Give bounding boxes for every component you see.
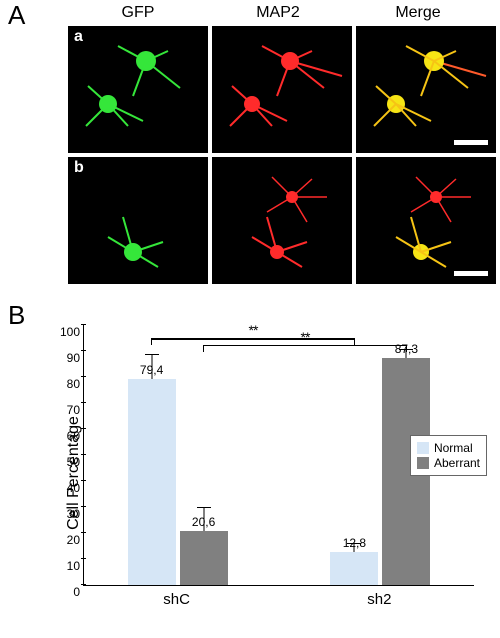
- significance-tick: [406, 345, 408, 352]
- legend-label-normal: Normal: [434, 441, 473, 455]
- sublabel-a: a: [74, 28, 83, 46]
- y-tick-label: 50: [67, 455, 80, 469]
- x-tick-shc: shC: [163, 591, 190, 608]
- col-header-merge: Merge: [348, 4, 488, 22]
- neuron-icon: [68, 157, 208, 284]
- panel-b-label: B: [8, 300, 25, 331]
- error-bar: [151, 355, 152, 378]
- y-tick-label: 30: [67, 507, 80, 521]
- neuron-icon: [212, 26, 352, 153]
- y-ticks: 0102030405060708090100: [45, 325, 83, 585]
- bar-sh2-normal: 12,8: [330, 552, 378, 585]
- legend-label-aberrant: Aberrant: [434, 456, 480, 470]
- significance-tick: [203, 345, 205, 352]
- error-bar: [354, 544, 355, 552]
- significance-label: **: [249, 322, 258, 338]
- legend: Normal Aberrant: [410, 435, 487, 476]
- panel-a-label: A: [8, 0, 25, 31]
- significance-line: [204, 345, 407, 347]
- micro-a-merge: [356, 26, 496, 153]
- col-header-map2: MAP2: [208, 4, 348, 22]
- micro-a-map2: [212, 26, 352, 153]
- legend-swatch-normal: [417, 442, 429, 454]
- y-tick-label: 20: [67, 533, 80, 547]
- neuron-icon: [356, 26, 496, 153]
- significance-tick: [151, 338, 153, 345]
- sublabel-b: b: [74, 159, 84, 177]
- x-ticks: shC sh2: [83, 588, 473, 618]
- figure: A Stage 4 GFP- shC GFP- sh2 GFP MAP2 Mer…: [0, 0, 500, 638]
- y-tick-label: 80: [67, 377, 80, 391]
- neuron-icon: [356, 157, 496, 284]
- y-tick-label: 90: [67, 351, 80, 365]
- micro-a-gfp: a: [68, 26, 208, 153]
- y-tick-label: 40: [67, 481, 80, 495]
- col-header-gfp: GFP: [68, 4, 208, 22]
- scalebar-icon: [454, 140, 488, 145]
- significance-label: **: [301, 329, 310, 345]
- cell-percentage-chart: Cell Percentage 0102030405060708090100 7…: [45, 315, 495, 630]
- error-cap: [197, 507, 211, 508]
- y-tick-label: 70: [67, 403, 80, 417]
- significance-line: [152, 338, 355, 340]
- micro-b-gfp: b: [68, 157, 208, 284]
- y-tick-label: 100: [60, 325, 80, 339]
- y-tick-label: 10: [67, 559, 80, 573]
- error-bar: [203, 508, 204, 531]
- micro-b-map2: [212, 157, 352, 284]
- legend-swatch-aberrant: [417, 457, 429, 469]
- x-tick-sh2: sh2: [367, 591, 391, 608]
- bar-shC-aberrant: 20,6: [180, 531, 228, 585]
- y-tick-label: 0: [73, 585, 80, 599]
- bar-shC-normal: 79,4: [128, 379, 176, 585]
- micrograph-grid: a: [68, 26, 496, 284]
- y-tick-label: 60: [67, 429, 80, 443]
- scalebar-icon: [454, 271, 488, 276]
- neuron-icon: [68, 26, 208, 153]
- error-cap: [145, 354, 159, 355]
- neuron-icon: [212, 157, 352, 284]
- error-cap: [347, 543, 361, 544]
- micro-b-merge: [356, 157, 496, 284]
- legend-aberrant: Aberrant: [417, 456, 480, 470]
- column-headers: GFP MAP2 Merge: [68, 4, 488, 22]
- legend-normal: Normal: [417, 441, 480, 455]
